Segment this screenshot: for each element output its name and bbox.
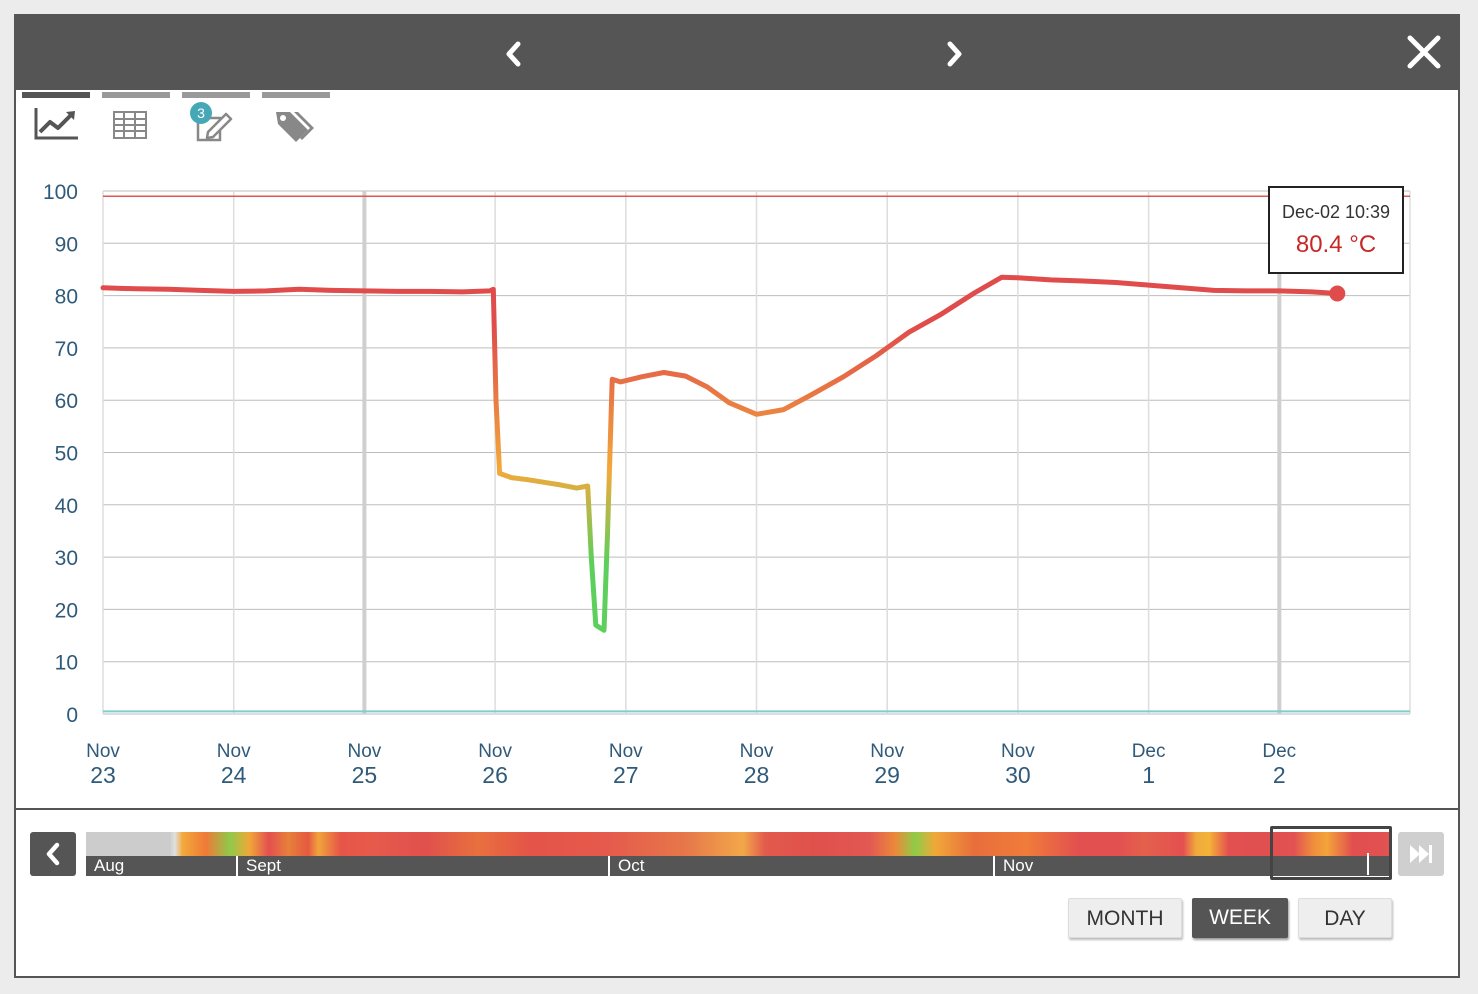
- x-tick-day: 2: [1273, 762, 1286, 788]
- y-tick-label: 60: [55, 390, 78, 413]
- temperature-series-line: [100, 274, 1340, 633]
- tab-indicator: [102, 92, 170, 98]
- range-day-button[interactable]: DAY: [1298, 898, 1392, 938]
- x-tick-month: Nov: [478, 741, 512, 762]
- timeline-end-button[interactable]: [1398, 832, 1444, 876]
- chart-window: 3 100 90 80 70 60 50 40 30 20 10 0 Nov 23 Nov 24 Nov 25 N…: [14, 14, 1460, 978]
- timeline-heatmap: [86, 832, 1392, 856]
- section-divider: [16, 808, 1458, 810]
- timeline-prev-button[interactable]: [30, 832, 76, 876]
- y-tick-label: 0: [66, 704, 78, 727]
- y-tick-label: 10: [55, 652, 78, 675]
- chevron-left-icon: [46, 842, 60, 866]
- tags-icon: [276, 112, 314, 142]
- x-tick-day: 30: [1005, 762, 1031, 788]
- table-icon: [113, 111, 147, 139]
- x-tick-day: 28: [744, 762, 770, 788]
- x-tick-day: 27: [613, 762, 639, 788]
- tab-indicator: [182, 92, 250, 98]
- x-tick-day: 29: [874, 762, 900, 788]
- y-tick-label: 20: [55, 599, 78, 622]
- tab-tags[interactable]: [262, 92, 330, 148]
- skip-to-end-icon: [1410, 845, 1432, 863]
- y-tick-label: 90: [55, 233, 78, 256]
- window-toolbar: [16, 16, 1458, 90]
- chevron-left-icon: [506, 41, 521, 67]
- tooltip-date: Dec-02 10:39: [1281, 202, 1391, 222]
- month-label-nov: Nov: [993, 856, 1033, 876]
- x-tick-month: Nov: [740, 741, 774, 762]
- tab-table[interactable]: [102, 92, 170, 148]
- range-month-button[interactable]: MONTH: [1068, 898, 1182, 938]
- tab-chart[interactable]: [22, 92, 90, 148]
- y-tick-label: 70: [55, 338, 78, 361]
- y-tick-label: 40: [55, 495, 78, 518]
- x-tick-day: 26: [482, 762, 508, 788]
- timeline-range-selector[interactable]: [1270, 826, 1392, 880]
- notes-count-badge: 3: [190, 102, 212, 124]
- x-tick-month: Nov: [1001, 741, 1035, 762]
- x-tick-day: 25: [352, 762, 378, 788]
- tab-indicator: [22, 92, 90, 98]
- chevron-right-icon: [947, 41, 962, 67]
- range-handle[interactable]: [1367, 853, 1369, 875]
- next-button[interactable]: [934, 34, 974, 74]
- tooltip-value: 80.4 °C: [1295, 231, 1377, 258]
- close-icon: [1407, 35, 1441, 69]
- month-label-oct: Oct: [608, 856, 644, 876]
- x-tick-month: Dec: [1132, 741, 1166, 762]
- value-tooltip: Dec-02 10:39 80.4 °C: [1268, 186, 1404, 274]
- x-tick-day: 1: [1142, 762, 1155, 788]
- previous-button[interactable]: [494, 34, 534, 74]
- y-tick-label: 30: [55, 547, 78, 570]
- last-point-marker: [1329, 285, 1346, 302]
- temperature-chart: 1009080706050403020100Nov23Nov24Nov25Nov…: [43, 181, 1411, 788]
- month-label-sept: Sept: [236, 856, 281, 876]
- x-tick-day: 23: [90, 762, 116, 788]
- edit-icon: [196, 112, 233, 142]
- x-tick-month: Nov: [86, 741, 120, 762]
- month-label-aug: Aug: [94, 856, 125, 875]
- y-tick-label: 100: [43, 181, 78, 204]
- x-tick-month: Nov: [870, 741, 904, 762]
- x-tick-month: Nov: [348, 741, 382, 762]
- overview-timeline[interactable]: Aug Sept Oct Nov: [86, 826, 1392, 880]
- y-tick-label: 80: [55, 286, 78, 309]
- range-week-button[interactable]: WEEK: [1192, 898, 1288, 938]
- close-button[interactable]: [1404, 32, 1444, 72]
- x-tick-day: 24: [221, 762, 247, 788]
- y-tick-label: 50: [55, 443, 78, 466]
- timeline-months: Aug Sept Oct Nov: [86, 856, 1392, 876]
- x-tick-month: Dec: [1262, 741, 1296, 762]
- tab-indicator: [262, 92, 330, 98]
- tab-notes[interactable]: 3: [182, 92, 250, 148]
- line-chart-icon: [34, 108, 78, 140]
- x-tick-month: Nov: [217, 741, 251, 762]
- x-tick-month: Nov: [609, 741, 643, 762]
